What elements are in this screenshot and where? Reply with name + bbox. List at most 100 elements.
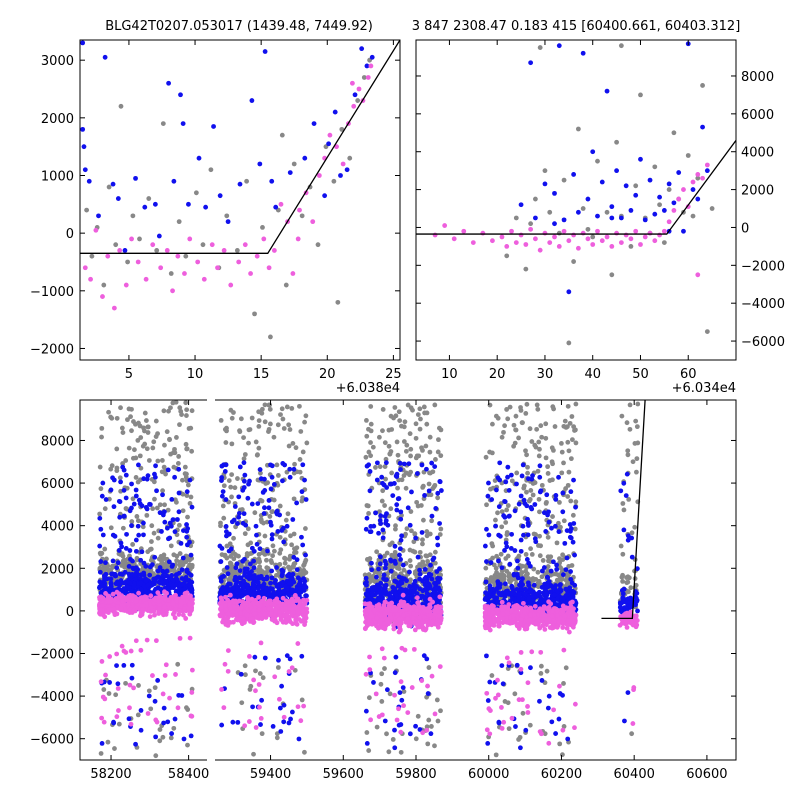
bottom-point-gray xyxy=(120,461,126,466)
bottom-point-gray xyxy=(261,520,266,526)
top-right-point-gray xyxy=(566,340,572,346)
bottom-point-blue xyxy=(241,511,247,517)
bottom-point-blue xyxy=(374,477,380,483)
bottom-point-blue xyxy=(379,474,385,480)
bottom-point-magenta xyxy=(432,711,438,717)
bottom-point-gray xyxy=(133,421,138,427)
bottom-point-gray xyxy=(270,553,276,559)
bottom-point-blue xyxy=(127,508,133,514)
bottom-point-gray xyxy=(128,414,133,420)
bottom-point-magenta xyxy=(170,611,176,617)
top-right-point-blue xyxy=(642,217,648,223)
bottom-point-blue xyxy=(174,572,180,577)
top-right-point-blue xyxy=(690,187,696,192)
bottom-point-blue xyxy=(188,552,194,558)
bottom-point-gray xyxy=(133,475,139,480)
bottom-point-magenta xyxy=(189,667,195,673)
top-right-point-magenta xyxy=(499,234,505,240)
top-left-point-gray xyxy=(283,282,289,288)
bottom-point-blue xyxy=(412,583,418,588)
bottom-point-blue xyxy=(279,573,285,579)
bottom-point-magenta xyxy=(367,667,373,672)
bottom-point-gray xyxy=(284,404,290,410)
top-left-point-gray xyxy=(176,219,182,225)
bottom-point-blue xyxy=(284,523,290,529)
top-left-point-gray xyxy=(234,248,240,253)
bottom-point-blue xyxy=(280,478,285,484)
bottom-point-gray xyxy=(387,691,393,697)
bottom-point-gray xyxy=(229,494,234,500)
bottom-point-magenta xyxy=(382,599,388,605)
bottom-point-blue xyxy=(262,476,267,482)
bottom-point-gray xyxy=(149,539,154,544)
bottom-point-blue xyxy=(149,562,155,568)
bottom-point-gray xyxy=(368,453,374,459)
bottom-point-gray xyxy=(130,455,136,461)
bottom-point-blue xyxy=(266,505,272,511)
bottom-point-gray xyxy=(370,444,376,450)
bottom-point-blue xyxy=(136,532,142,538)
bottom-point-magenta xyxy=(175,705,181,711)
top-right-point-blue xyxy=(633,192,639,198)
bottom-point-blue xyxy=(425,691,431,696)
bottom-point-blue xyxy=(294,557,300,563)
bottom-point-gray xyxy=(106,409,111,415)
bottom-point-magenta xyxy=(253,688,258,694)
bottom-point-gray xyxy=(303,557,309,563)
bottom-point-magenta xyxy=(99,659,105,664)
bottom-point-blue xyxy=(268,522,274,528)
top-right-point-gray xyxy=(590,234,596,240)
top-left-y-tick-label: 3000 xyxy=(41,54,74,69)
bottom-point-magenta xyxy=(122,606,128,612)
top-left-x-tick-label: 20 xyxy=(319,367,336,382)
bottom-point-blue xyxy=(223,497,229,502)
bottom-point-blue xyxy=(160,512,166,518)
bottom-point-blue xyxy=(141,532,146,538)
bottom-point-blue xyxy=(422,587,427,593)
bottom-point-blue xyxy=(369,591,375,596)
bottom-point-blue xyxy=(376,530,381,536)
bottom-point-blue xyxy=(251,575,256,580)
bottom-point-magenta xyxy=(116,593,122,599)
top-left-point-magenta xyxy=(221,248,227,253)
bottom-point-gray xyxy=(286,564,291,570)
bottom-point-blue xyxy=(160,492,165,498)
bottom-point-magenta xyxy=(228,606,233,611)
bottom-point-blue xyxy=(181,528,186,534)
bottom-point-magenta xyxy=(144,637,150,643)
bottom-point-blue xyxy=(108,576,114,582)
bottom-point-gray xyxy=(180,508,186,514)
bottom-point-magenta xyxy=(298,718,304,724)
bottom-point-gray xyxy=(118,552,123,557)
bottom-point-magenta xyxy=(258,640,264,646)
top-right-point-magenta xyxy=(647,230,653,236)
bottom-point-gray xyxy=(150,445,156,451)
bottom-point-gray xyxy=(114,446,120,452)
bottom-point-gray xyxy=(184,446,190,452)
bottom-point-magenta xyxy=(150,673,155,678)
bottom-point-blue xyxy=(160,573,166,579)
bottom-point-gray xyxy=(159,458,165,463)
bottom-point-gray xyxy=(426,717,432,723)
bottom-point-blue xyxy=(290,571,296,577)
bottom-point-blue xyxy=(99,740,105,746)
top-left-point-gray xyxy=(339,126,345,132)
top-left-point-magenta xyxy=(236,259,242,265)
bottom-point-blue xyxy=(399,575,405,581)
bottom-point-blue xyxy=(407,583,413,589)
top-left-point-magenta xyxy=(266,265,272,271)
bottom-point-blue xyxy=(296,586,302,592)
bottom-point-blue xyxy=(274,511,280,517)
bottom-point-gray xyxy=(176,522,182,528)
bottom-point-gray xyxy=(108,525,114,531)
bottom-point-gray xyxy=(112,746,117,751)
top-left-point-gray xyxy=(125,259,131,265)
top-right-point-gray xyxy=(523,266,529,272)
bottom-point-magenta xyxy=(114,611,120,617)
bottom-point-gray xyxy=(184,705,189,711)
top-left-point-magenta xyxy=(175,253,181,259)
bottom-point-blue xyxy=(172,716,178,722)
bottom-point-blue xyxy=(261,511,267,516)
bottom-point-magenta xyxy=(171,601,177,607)
top-right-point-magenta xyxy=(518,232,524,238)
